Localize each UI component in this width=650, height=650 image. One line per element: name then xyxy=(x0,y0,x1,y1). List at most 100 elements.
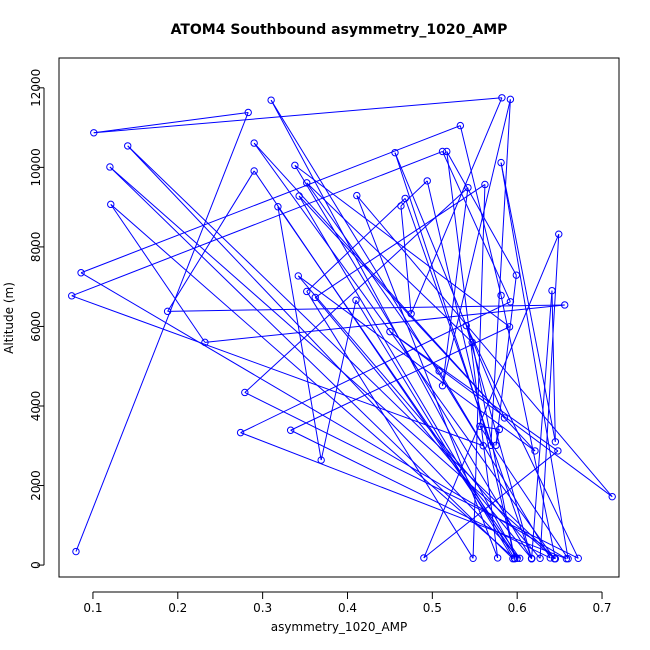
series-line-segment xyxy=(471,342,516,559)
data-point xyxy=(531,447,539,455)
data-point xyxy=(506,298,515,306)
series-line-segment xyxy=(298,195,516,559)
data-point xyxy=(68,292,76,300)
data-point xyxy=(550,555,559,563)
series-line-segment xyxy=(297,275,536,452)
data-point xyxy=(574,554,582,563)
data-point xyxy=(90,129,98,137)
series-line-segment xyxy=(551,290,556,442)
axes: 0.1 0.2 0.3 0.4 0.5 0.6 0.7 0 2000 4000 6000 8000 10… xyxy=(29,69,612,615)
series-line-segment xyxy=(75,112,249,552)
plot-frame xyxy=(58,57,620,578)
series-line-segment xyxy=(306,291,474,559)
y-tick-label: 4000 xyxy=(29,391,43,422)
series-line-segment xyxy=(240,432,567,560)
data-point xyxy=(267,96,275,104)
series-line-segment xyxy=(531,290,553,559)
series-line-segment xyxy=(500,162,569,559)
y-tick-label: 6000 xyxy=(29,311,43,342)
series-line-segment xyxy=(500,295,556,559)
x-tick-label: 0.6 xyxy=(508,601,527,615)
data-point xyxy=(555,230,563,238)
data-point xyxy=(250,139,258,147)
data-point xyxy=(163,307,172,316)
series-line-segment xyxy=(71,295,484,447)
series-line-segment xyxy=(446,151,517,276)
data-point xyxy=(295,192,303,200)
series-line-segment xyxy=(110,203,515,559)
y-axis-label: Altitude (m) xyxy=(2,282,16,354)
series-line-segment xyxy=(472,184,486,559)
series-line-segment xyxy=(355,299,514,559)
series-points xyxy=(68,94,616,563)
data-point xyxy=(513,554,521,563)
series-line-segment xyxy=(442,187,469,386)
series-line-segment xyxy=(297,275,541,559)
data-point xyxy=(401,194,409,203)
series-line-segment xyxy=(495,429,500,446)
data-point xyxy=(487,441,495,450)
series-line-segment xyxy=(127,145,556,560)
data-point xyxy=(536,554,544,563)
data-point xyxy=(124,142,132,150)
series-line-segment xyxy=(465,325,533,559)
series-line-segment xyxy=(244,392,579,559)
data-point xyxy=(274,203,282,211)
data-point xyxy=(548,286,556,295)
series-lines xyxy=(71,97,613,560)
series-line-segment xyxy=(442,151,511,302)
series-line-segment xyxy=(314,184,486,298)
data-point xyxy=(438,147,447,156)
data-point xyxy=(476,422,484,430)
data-point xyxy=(479,442,487,450)
data-point xyxy=(294,272,302,280)
data-point xyxy=(469,554,477,563)
data-point xyxy=(495,425,504,434)
data-point xyxy=(564,555,572,563)
series-line-segment xyxy=(290,326,510,431)
data-point xyxy=(443,147,451,156)
y-tick-label: 8000 xyxy=(29,232,43,263)
data-point xyxy=(468,338,476,347)
data-point xyxy=(250,167,258,175)
data-point xyxy=(492,441,500,450)
data-point xyxy=(506,95,515,104)
data-point xyxy=(560,301,569,309)
series-line-segment xyxy=(500,162,556,442)
series-line-segment xyxy=(109,166,555,560)
series-line-segment xyxy=(356,195,499,559)
data-point xyxy=(303,179,311,187)
series-line-segment xyxy=(306,198,406,292)
data-point xyxy=(317,456,325,464)
data-point xyxy=(456,121,465,130)
x-axis-label: asymmetry_1020_AMP xyxy=(271,620,408,634)
data-point xyxy=(107,200,115,209)
x-tick-label: 0.2 xyxy=(168,601,187,615)
data-point xyxy=(493,554,502,562)
series-line-segment xyxy=(93,97,502,134)
data-point xyxy=(500,414,509,422)
series-line-segment xyxy=(244,187,469,393)
data-point xyxy=(551,438,560,446)
series-line-segment xyxy=(298,195,536,452)
chart-title: ATOM4 Southbound asymmetry_1020_AMP xyxy=(171,22,508,38)
data-point xyxy=(438,382,447,390)
series-line-segment xyxy=(294,165,533,559)
series-line-segment xyxy=(423,233,560,559)
series-line-segment xyxy=(356,195,613,497)
series-line-segment xyxy=(314,297,532,560)
y-tick-label: 0 xyxy=(29,561,43,569)
data-point xyxy=(420,554,428,562)
x-tick-label: 0.4 xyxy=(338,601,357,615)
data-point xyxy=(241,388,249,397)
data-point xyxy=(462,321,470,330)
x-tick-label: 0.3 xyxy=(253,601,272,615)
data-point xyxy=(497,158,505,167)
series-line-segment xyxy=(459,125,502,296)
series-line-segment xyxy=(71,150,443,297)
series-line-segment xyxy=(539,234,560,559)
data-point xyxy=(201,338,209,347)
data-point xyxy=(464,183,472,192)
data-point xyxy=(423,177,431,185)
